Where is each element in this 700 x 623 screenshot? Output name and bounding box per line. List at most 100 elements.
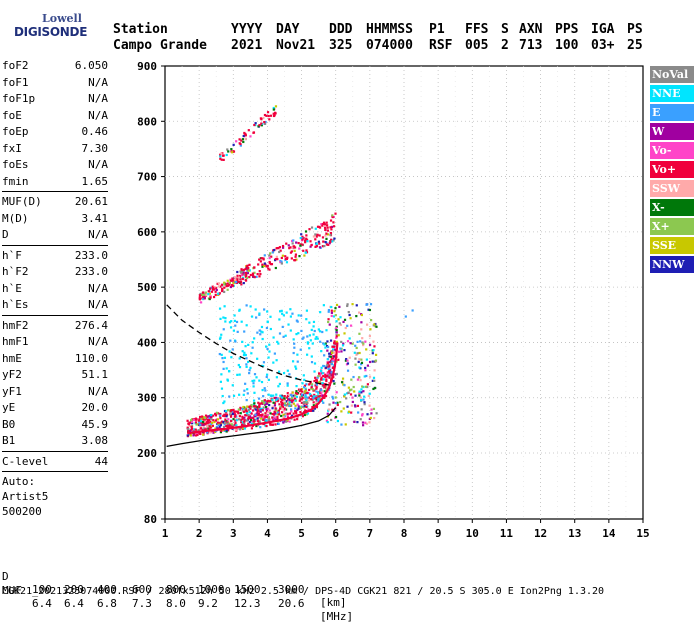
echo-point bbox=[308, 347, 311, 350]
echo-point bbox=[234, 340, 237, 343]
echo-point bbox=[273, 111, 277, 114]
echo-point bbox=[291, 391, 294, 394]
echo-point bbox=[242, 268, 245, 271]
echo-point bbox=[211, 285, 214, 288]
echo-point bbox=[245, 363, 248, 366]
echo-point bbox=[329, 339, 333, 342]
echo-point bbox=[329, 240, 332, 243]
echo-point bbox=[362, 342, 365, 345]
echo-point bbox=[325, 329, 328, 332]
echo-point bbox=[352, 375, 355, 379]
echo-point bbox=[361, 385, 364, 388]
echo-point bbox=[208, 431, 212, 434]
echo-point bbox=[263, 254, 266, 257]
footer-value: 8.0 bbox=[166, 597, 186, 610]
echo-point bbox=[335, 303, 339, 307]
echo-point bbox=[320, 378, 323, 381]
echo-point bbox=[366, 385, 369, 389]
echo-point bbox=[283, 397, 286, 400]
echo-point bbox=[304, 230, 308, 233]
echo-point bbox=[195, 423, 198, 426]
echo-point bbox=[216, 282, 219, 285]
echo-point bbox=[278, 397, 281, 400]
echo-point bbox=[300, 401, 303, 404]
echo-point bbox=[293, 418, 296, 421]
echo-point bbox=[328, 242, 331, 245]
echo-point bbox=[240, 273, 244, 277]
echo-point bbox=[199, 422, 203, 425]
echo-point bbox=[238, 373, 241, 376]
echo-point bbox=[328, 374, 331, 377]
echo-point bbox=[250, 412, 253, 415]
echo-point bbox=[281, 401, 284, 405]
echo-point bbox=[304, 394, 307, 397]
echo-point bbox=[329, 233, 332, 237]
parameter-value: 110.0 bbox=[74, 351, 108, 365]
echo-point bbox=[230, 148, 233, 151]
echo-point bbox=[372, 340, 375, 343]
echo-point bbox=[367, 394, 370, 398]
echo-point bbox=[243, 351, 246, 354]
echo-point bbox=[277, 422, 280, 425]
echo-point bbox=[335, 391, 338, 394]
parameter-group-virtual-heights: h`F 233.0 h`F2 233.0 h`E N/A h`Es N/A bbox=[2, 248, 108, 314]
echo-point bbox=[290, 239, 294, 243]
echo-point bbox=[346, 303, 349, 306]
echo-point bbox=[288, 420, 291, 423]
echo-point bbox=[234, 278, 237, 281]
parameter-row: yE 20.0 bbox=[2, 400, 108, 417]
echo-point bbox=[323, 343, 326, 346]
echo-point bbox=[325, 224, 329, 227]
echo-point bbox=[189, 433, 192, 436]
echo-point bbox=[313, 370, 316, 373]
echo-point bbox=[252, 131, 255, 134]
echo-point bbox=[313, 393, 316, 397]
echo-point bbox=[265, 326, 269, 330]
echo-point bbox=[329, 359, 333, 362]
echo-point bbox=[220, 353, 223, 356]
echo-point bbox=[258, 258, 261, 261]
echo-point bbox=[231, 279, 234, 282]
logo-line2: DIGISONDE bbox=[14, 25, 88, 39]
echo-point bbox=[329, 374, 332, 377]
echo-point bbox=[289, 251, 293, 254]
echo-point bbox=[237, 280, 240, 283]
parameter-value: N/A bbox=[88, 384, 108, 398]
echo-point bbox=[281, 405, 285, 408]
echo-point bbox=[370, 408, 373, 411]
echo-point bbox=[242, 393, 245, 396]
echo-point bbox=[312, 395, 315, 398]
echo-point bbox=[260, 380, 264, 384]
echo-point bbox=[268, 343, 271, 346]
echo-point bbox=[292, 245, 296, 248]
x-tick-label: 11 bbox=[500, 527, 514, 540]
echo-point bbox=[249, 273, 252, 277]
echo-point bbox=[203, 296, 206, 299]
divider bbox=[2, 471, 108, 472]
echo-point bbox=[279, 397, 283, 400]
echo-point bbox=[368, 334, 371, 338]
echo-point bbox=[233, 415, 236, 418]
echo-point bbox=[222, 420, 225, 424]
echo-point bbox=[289, 246, 292, 249]
echo-point bbox=[326, 421, 329, 424]
echo-point bbox=[317, 375, 320, 378]
echo-point bbox=[323, 354, 326, 357]
echo-point bbox=[330, 309, 333, 312]
echo-point bbox=[252, 382, 255, 385]
echo-point bbox=[243, 427, 246, 430]
echo-point bbox=[193, 428, 196, 431]
echo-point bbox=[327, 367, 330, 371]
echo-point bbox=[195, 418, 198, 421]
parameter-value: N/A bbox=[88, 281, 108, 295]
echo-point bbox=[339, 323, 342, 326]
echo-point bbox=[343, 349, 346, 352]
echo-point bbox=[187, 427, 190, 431]
echo-point bbox=[264, 424, 267, 427]
echo-point bbox=[207, 418, 211, 422]
echo-point bbox=[296, 403, 299, 406]
echo-point bbox=[306, 240, 309, 243]
echo-point bbox=[332, 401, 335, 404]
echo-point bbox=[207, 290, 210, 293]
echo-point bbox=[245, 273, 248, 276]
